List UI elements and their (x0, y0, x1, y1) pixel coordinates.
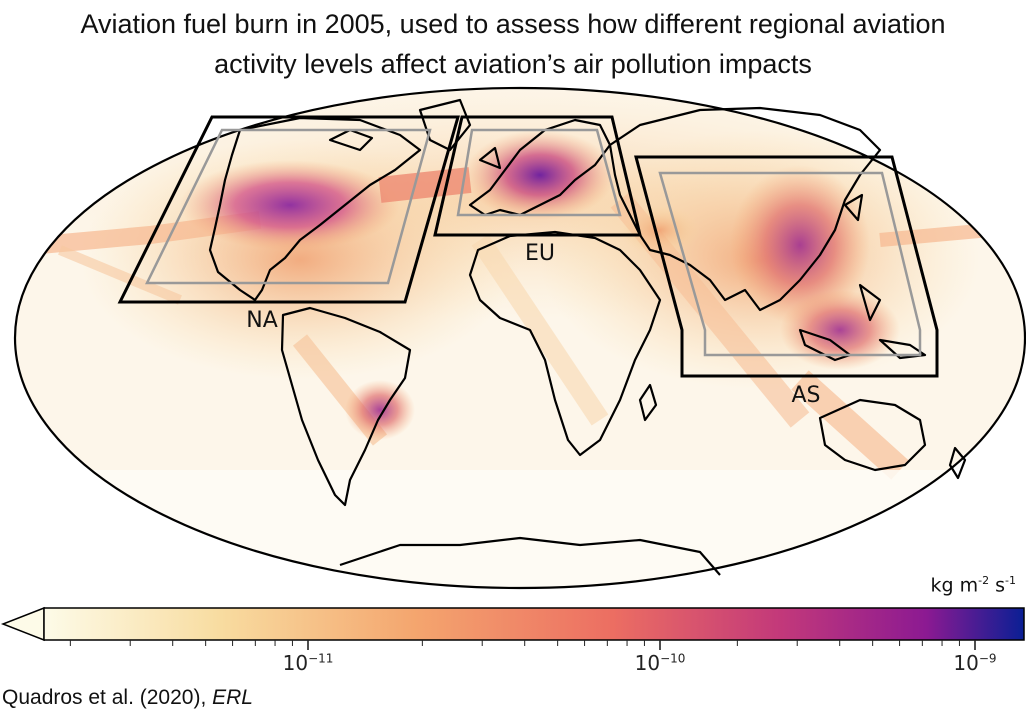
region-boxes (117, 115, 939, 378)
colorbar-tick-label-2: 10−10 (634, 651, 686, 675)
globe-outline (14, 86, 1026, 590)
colorbar-unit-label: kg m-2 s-1 (930, 574, 1016, 597)
citation: Quadros et al. (2020), ERL (2, 686, 253, 709)
title-line-1: Aviation fuel burn in 2005, used to asse… (80, 9, 946, 39)
colorbar-extend-arrow (0, 606, 45, 642)
as-outer-box (634, 155, 939, 378)
eu-inner-box (456, 128, 622, 217)
na-outer-box (117, 115, 460, 304)
fuel-burn-field (15, 88, 1025, 588)
colorbar-tick-label-1: 10−11 (282, 651, 334, 675)
figure-title: Aviation fuel burn in 2005, used to asse… (0, 4, 1026, 84)
title-line-2: activity levels affect aviation’s air po… (214, 49, 812, 79)
eu-outer-box (433, 115, 642, 237)
colorbar-minor-ticks (69, 640, 960, 646)
colorbar-gradient (43, 607, 1025, 641)
region-label-na: NA (246, 308, 278, 333)
na-inner-box (144, 128, 432, 285)
as-inner-box (658, 171, 922, 357)
colorbar (0, 606, 1025, 650)
region-label-as: AS (791, 383, 820, 408)
region-label-eu: EU (525, 241, 555, 266)
colorbar-major-ticks (307, 640, 976, 650)
colorbar-tick-label-3: 10−9 (953, 651, 997, 675)
